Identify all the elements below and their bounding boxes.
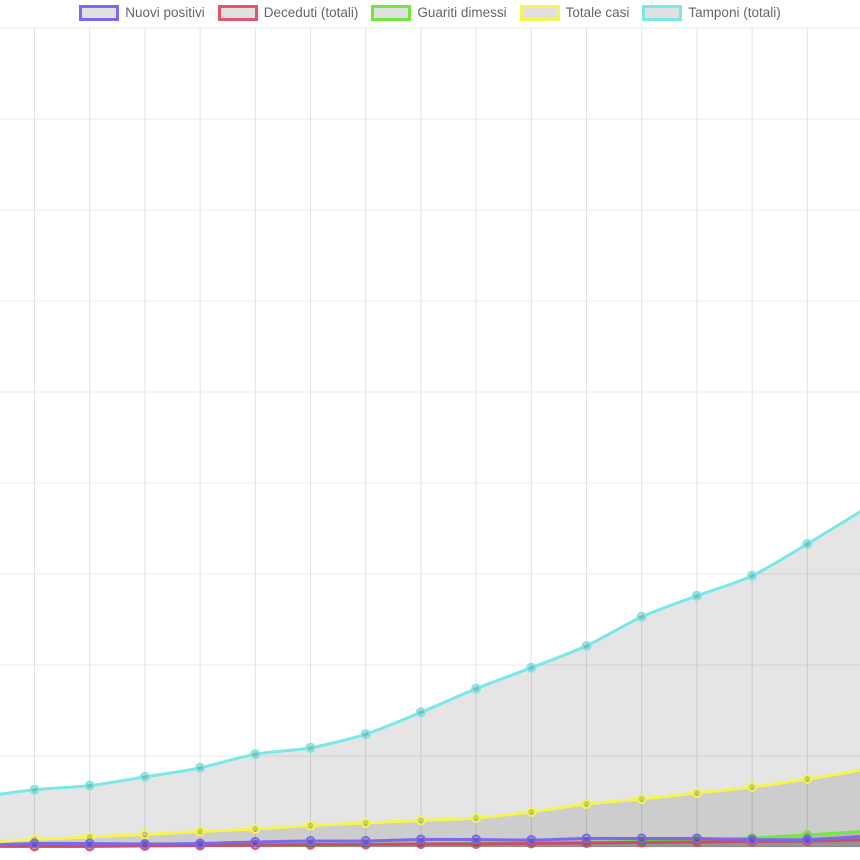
nuovi-positivi-swatch-icon [79, 5, 120, 21]
legend-item-deceduti-totali[interactable]: Deceduti (totali) [217, 5, 359, 21]
legend-label: Nuovi positivi [125, 5, 205, 21]
legend-item-guariti-dimessi[interactable]: Guariti dimessi [371, 5, 507, 21]
legend-label: Totale casi [565, 5, 630, 21]
guariti-swatch-icon [371, 5, 412, 21]
tamponi-swatch-icon [642, 5, 683, 21]
legend-item-tamponi-totali[interactable]: Tamponi (totali) [642, 5, 781, 21]
deceduti-swatch-icon [217, 5, 258, 21]
legend-label: Tamponi (totali) [688, 5, 781, 21]
legend-item-nuovi-positivi[interactable]: Nuovi positivi [79, 5, 205, 21]
totale-casi-swatch-icon [519, 5, 560, 21]
legend-label: Guariti dimessi [417, 5, 507, 21]
legend-item-totale-casi[interactable]: Totale casi [519, 5, 630, 21]
legend-label: Deceduti (totali) [263, 5, 359, 21]
chart-legend: Nuovi positivi Deceduti (totali) Guariti… [0, 0, 860, 26]
